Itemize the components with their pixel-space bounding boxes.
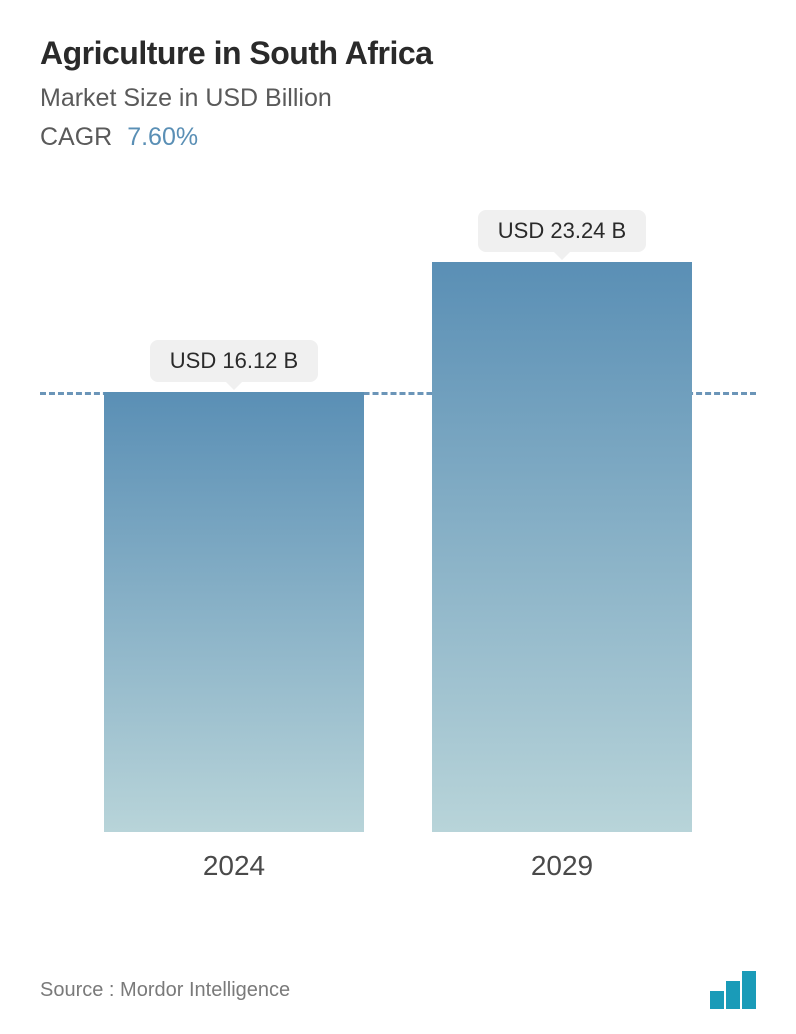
cagr-label: CAGR	[40, 123, 112, 151]
logo-bar-icon	[710, 991, 724, 1009]
x-label-2029: 2029	[432, 850, 692, 882]
x-label-2024: 2024	[104, 850, 364, 882]
bar-group-2024: USD 16.12 B	[104, 340, 364, 832]
value-label-2024: USD 16.12 B	[150, 340, 318, 382]
bar-2024	[104, 392, 364, 832]
footer: Source : Mordor Intelligence	[40, 971, 756, 1009]
logo-bar-icon	[742, 971, 756, 1009]
value-label-2029: USD 23.24 B	[478, 210, 646, 252]
chart-container: Agriculture in South Africa Market Size …	[0, 0, 796, 1034]
mordor-logo-icon	[710, 971, 756, 1009]
x-axis-labels: 2024 2029	[40, 850, 756, 882]
chart-title: Agriculture in South Africa	[40, 35, 756, 72]
source-value: Mordor Intelligence	[120, 979, 290, 1001]
chart-subtitle: Market Size in USD Billion	[40, 84, 756, 113]
source-text: Source : Mordor Intelligence	[40, 979, 290, 1002]
bar-group-2029: USD 23.24 B	[432, 210, 692, 832]
cagr-row: CAGR 7.60%	[40, 123, 756, 152]
bars-container: USD 16.12 B USD 23.24 B	[40, 202, 756, 832]
cagr-value: 7.60%	[127, 123, 198, 151]
chart-area: USD 16.12 B USD 23.24 B 2024 2029	[40, 202, 756, 882]
source-label: Source :	[40, 979, 114, 1001]
logo-bar-icon	[726, 981, 740, 1009]
bar-2029	[432, 262, 692, 832]
